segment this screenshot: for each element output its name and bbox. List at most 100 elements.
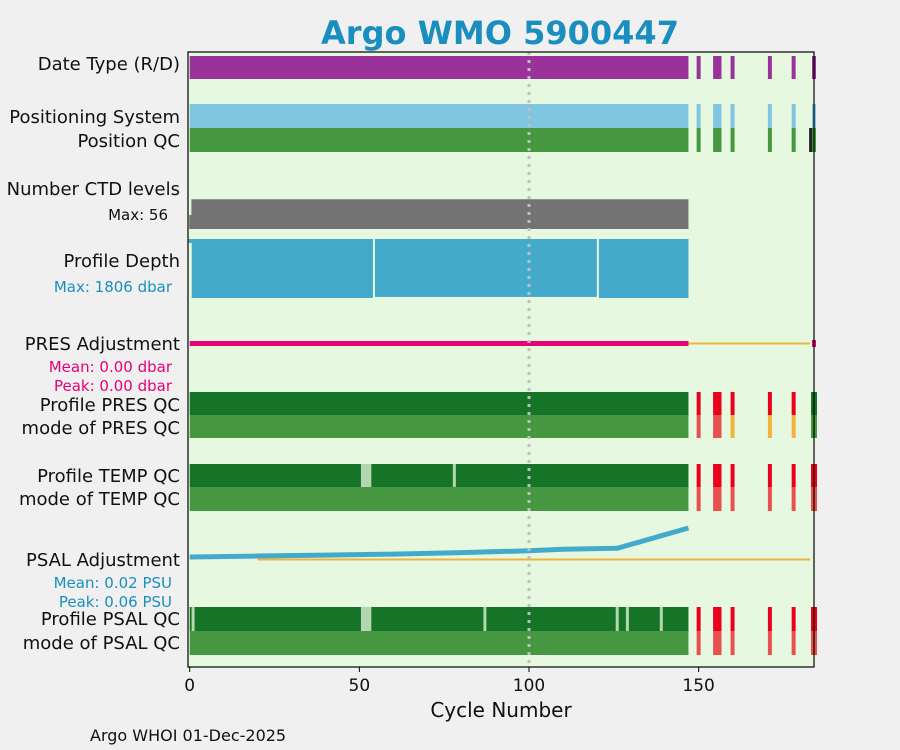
psal-qc-gap-1 (360, 607, 365, 631)
profile-depth-bar-0 (191, 239, 373, 298)
pres-mode-mark-150 (696, 415, 701, 438)
pres-mode-mark-171 (767, 415, 772, 438)
psal-adjustment-line (189, 525, 690, 560)
temp-mode-mark-150 (696, 487, 701, 511)
x-axis-label: Cycle Number (430, 698, 572, 722)
temp-qc-bar (189, 464, 689, 487)
date-type-bar (189, 56, 689, 79)
position-qc-bar (189, 128, 689, 152)
plot-frame (187, 51, 815, 668)
temp-qc-mark-155 (713, 464, 719, 487)
temp-qc-gap-2 (367, 464, 372, 487)
date-type-mark-155 (713, 56, 719, 79)
positioning-mark-156 (716, 104, 722, 128)
x-tick-label-50: 50 (349, 676, 371, 696)
position-qc-mark-155 (713, 128, 719, 152)
position-qc-mark-160 (730, 128, 735, 152)
pres-qc-mark-156 (716, 392, 722, 415)
label-pres-peak: Peak: 0.00 dbar (54, 377, 173, 395)
label-profile-pres-qc: Profile PRES QC (40, 395, 180, 416)
pres-mode-bar (189, 415, 689, 438)
psal-qc-gap-7 (659, 607, 663, 631)
chart-title: Argo WMO 5900447 (321, 14, 679, 52)
positioning-mark-178 (791, 104, 796, 128)
psal-qc-gap-0 (191, 607, 195, 631)
plot-background (188, 52, 814, 667)
psal-qc-mark-171 (767, 607, 772, 631)
psal-mode-mark-171 (767, 631, 772, 655)
temp-mode-bar (189, 487, 689, 511)
position-qc-bad-183 (809, 128, 813, 152)
label-depth-max: Max: 1806 dbar (54, 278, 173, 296)
positioning-bar (189, 104, 689, 128)
profile-depth-first (188, 239, 193, 243)
temp-mode-mark-160 (730, 487, 735, 511)
label-ctd-max: Max: 56 (108, 206, 168, 224)
label-position-qc: Position QC (77, 131, 180, 152)
label-profile-depth: Profile Depth (63, 251, 180, 272)
profile-depth-bar-2 (598, 239, 689, 298)
label-profile-temp-qc: Profile TEMP QC (37, 466, 180, 487)
temp-qc-mark-171 (767, 464, 772, 487)
psal-mode-bar (189, 631, 689, 655)
position-qc-mark-178 (791, 128, 796, 152)
profile-depth-bar-1 (374, 239, 597, 297)
x-tick-label-150: 150 (682, 676, 714, 696)
label-ctd-levels: Number CTD levels (7, 179, 180, 200)
temp-mode-mark-178 (791, 487, 796, 511)
label-pres-mean: Mean: 0.00 dbar (49, 358, 173, 376)
positioning-mark-155 (713, 104, 719, 128)
label-positioning-system: Positioning System (9, 107, 180, 128)
label-psal-mean: Mean: 0.02 PSU (54, 574, 172, 592)
psal-mode-mark-178 (791, 631, 796, 655)
pres-qc-mark-155 (713, 392, 719, 415)
psal-mode-mark-155 (713, 631, 719, 655)
temp-mode-mark-155 (713, 487, 719, 511)
psal-qc-mark-156 (716, 607, 722, 631)
psal-qc-mark-160 (730, 607, 735, 631)
date-type-mark-160 (730, 56, 735, 79)
pres-mode-mark-155 (713, 415, 719, 438)
row-labels: Date Type (R/D) Positioning System Posit… (7, 54, 180, 654)
label-date-type: Date Type (R/D) (38, 54, 180, 75)
footer-credit: Argo WHOI 01-Dec-2025 (90, 726, 286, 745)
temp-qc-mark-150 (696, 464, 701, 487)
label-mode-temp-qc: mode of TEMP QC (19, 489, 180, 510)
ctd-levels-first (189, 215, 193, 229)
psal-qc-gap-2 (364, 607, 368, 631)
temp-mode-mark-171 (767, 487, 772, 511)
ctd-levels-bar-0 (191, 199, 689, 229)
temp-qc-mark-178 (791, 464, 796, 487)
x-tick-label-0: 0 (184, 676, 195, 696)
label-psal-peak: Peak: 0.06 PSU (59, 593, 172, 611)
temp-qc-gap-0 (360, 464, 365, 487)
positioning-mark-150 (696, 104, 701, 128)
positioning-mark-171 (767, 104, 772, 128)
position-qc-mark-156 (716, 128, 722, 152)
psal-qc-gap-3 (367, 607, 372, 631)
psal-qc-gap-6 (625, 607, 629, 631)
date-type-mark-178 (791, 56, 796, 79)
psal-qc-gap-4 (483, 607, 487, 631)
plot-area (187, 51, 817, 668)
psal-qc-bar (189, 607, 689, 631)
pres-mode-mark-160 (730, 415, 735, 438)
x-axis: 0 50 100 150 (184, 667, 715, 696)
pres-qc-mark-178 (791, 392, 796, 415)
pres-qc-mark-171 (767, 392, 772, 415)
label-pres-adjustment: PRES Adjustment (25, 334, 180, 355)
psal-qc-gap-5 (615, 607, 619, 631)
psal-mode-mark-156 (716, 631, 722, 655)
date-type-mark-156 (716, 56, 722, 79)
label-psal-adjustment: PSAL Adjustment (26, 550, 180, 571)
psal-mode-mark-160 (730, 631, 735, 655)
date-type-mark-171 (767, 56, 772, 79)
temp-qc-gap-3 (452, 464, 456, 487)
temp-qc-mark-156 (716, 464, 722, 487)
x-tick-label-100: 100 (513, 676, 545, 696)
position-qc-mark-171 (767, 128, 772, 152)
temp-mode-mark-156 (716, 487, 722, 511)
temp-qc-mark-160 (730, 464, 735, 487)
